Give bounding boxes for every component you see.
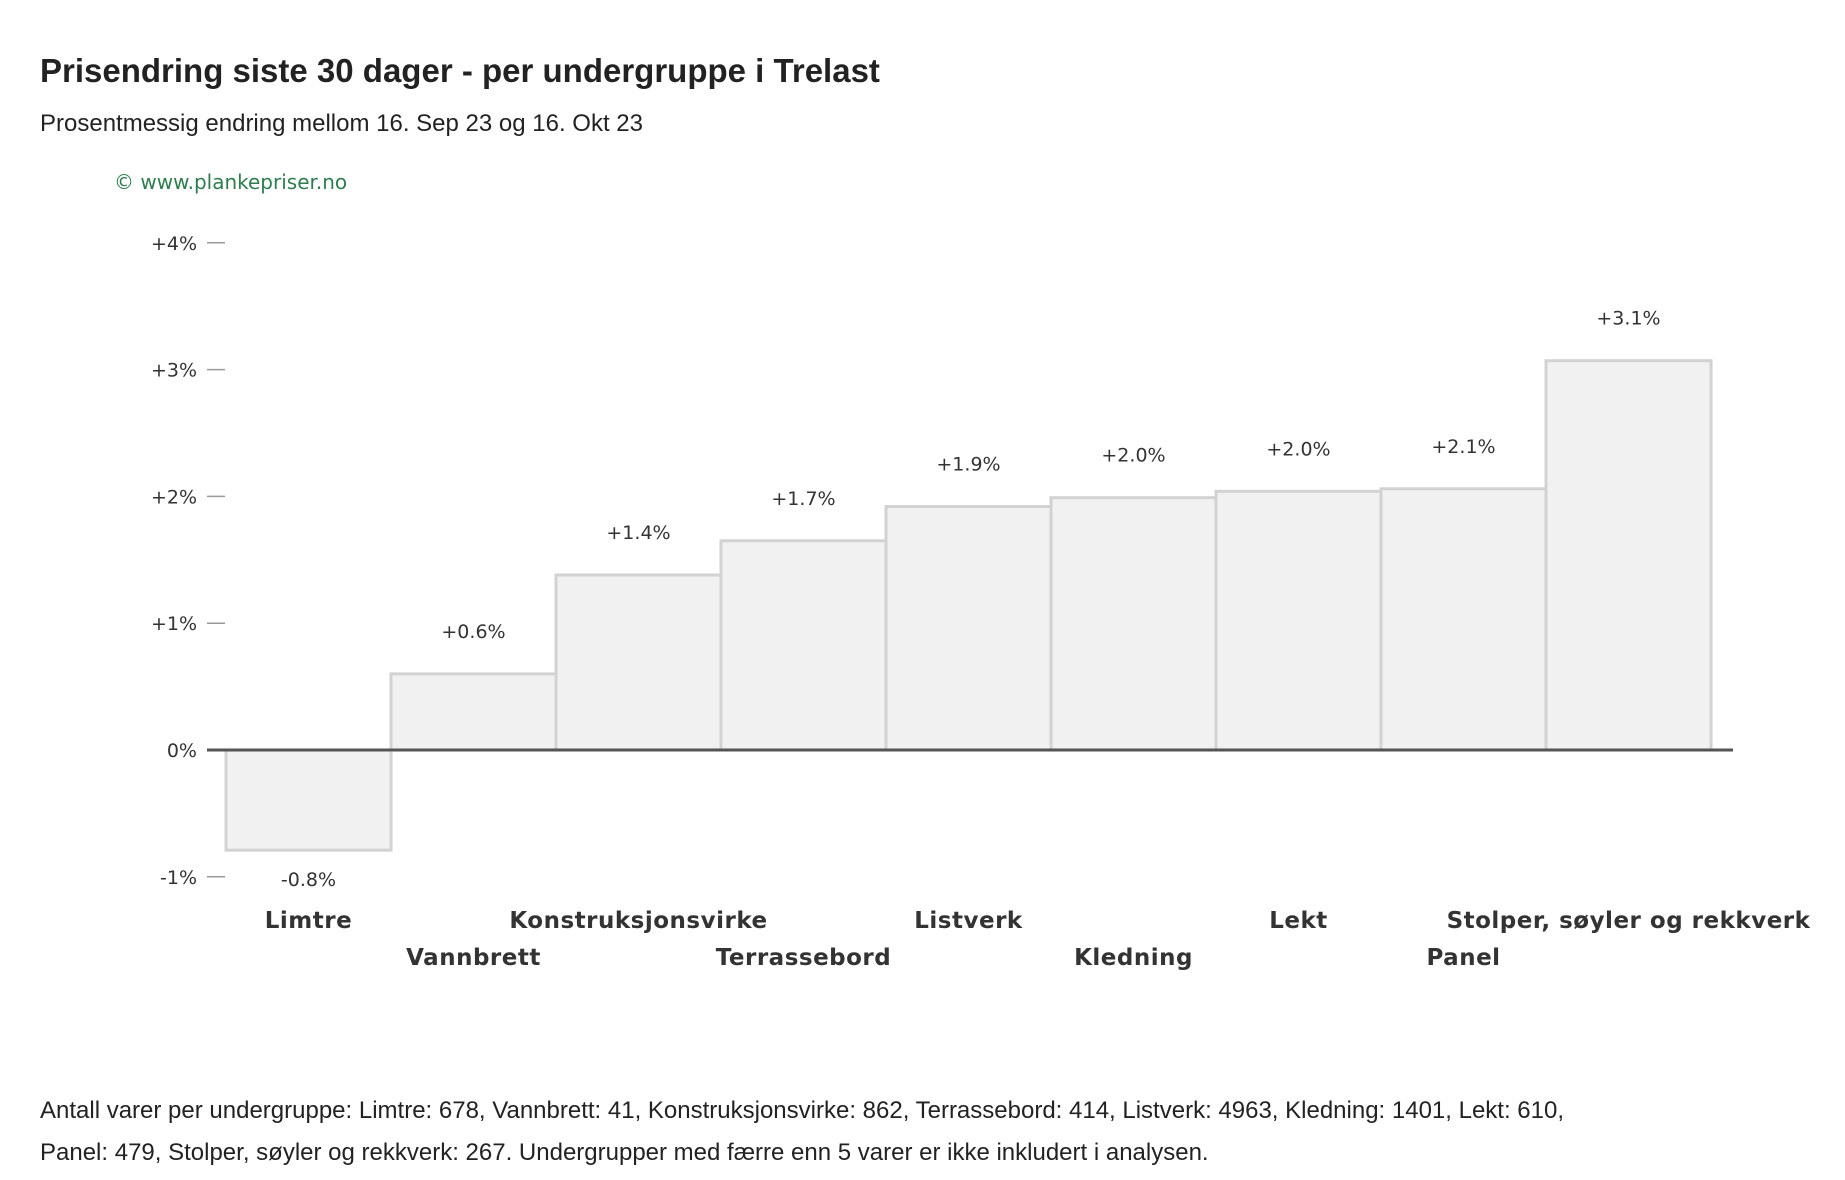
bar-5[interactable] [1049, 496, 1218, 752]
category-label-6: Lekt [1269, 908, 1328, 934]
watermark[interactable]: © www.plankepriser.no [114, 170, 348, 194]
bar-6[interactable] [1214, 489, 1383, 752]
bar-chart: +4% +3% +2% +1% 0% -1% -0.8% +0.6% +1.4% +1.7% +1… [151, 233, 1811, 971]
category-label-4: Listverk [914, 908, 1023, 934]
bar-0[interactable] [224, 748, 393, 852]
bar-2[interactable] [554, 573, 723, 752]
bar-8[interactable] [1544, 359, 1713, 752]
category-label-8: Stolper, søyler og rekkverk [1447, 908, 1811, 934]
y-tick-label-5: -1% [160, 867, 197, 889]
category-label-7: Panel [1426, 945, 1500, 971]
chart-title: Prisendring siste 30 dager - per undergr… [40, 52, 880, 89]
value-label-2: +1.4% [606, 522, 670, 544]
bars [224, 359, 1713, 852]
category-label-0: Limtre [265, 908, 352, 934]
bar-4[interactable] [884, 505, 1053, 752]
y-tick-label-3: +1% [151, 613, 197, 635]
y-tick-label-2: +2% [151, 486, 197, 508]
value-label-7: +2.1% [1431, 436, 1495, 458]
bar-7[interactable] [1379, 487, 1548, 752]
value-label-3: +1.7% [771, 488, 835, 510]
footnote: Antall varer per undergruppe: Limtre: 67… [40, 1097, 1565, 1166]
bar-1[interactable] [389, 672, 558, 752]
chart-subtitle: Prosentmessig endring mellom 16. Sep 23 … [40, 110, 643, 137]
value-label-1: +0.6% [441, 621, 505, 643]
y-tick-label-4: 0% [167, 740, 197, 762]
value-labels: -0.8% +0.6% +1.4% +1.7% +1.9% +2.0% +2.0% +2.1%… [281, 308, 1661, 891]
category-label-2: Konstruksjonsvirke [509, 908, 767, 934]
category-label-3: Terrassebord [716, 945, 892, 971]
value-label-8: +3.1% [1596, 308, 1660, 330]
value-label-5: +2.0% [1101, 445, 1165, 467]
y-axis: +4% +3% +2% +1% 0% -1% [151, 233, 225, 889]
y-tick-label-0: +4% [151, 233, 197, 255]
bar-3[interactable] [719, 539, 888, 752]
value-label-4: +1.9% [936, 454, 1000, 476]
category-label-5: Kledning [1074, 945, 1193, 971]
y-tick-label-1: +3% [151, 360, 197, 382]
value-label-6: +2.0% [1266, 438, 1330, 460]
value-label-0: -0.8% [281, 869, 336, 891]
category-label-1: Vannbrett [406, 945, 541, 971]
category-labels: Limtre Vannbrett Konstruksjonsvirke Terrass… [265, 908, 1811, 971]
